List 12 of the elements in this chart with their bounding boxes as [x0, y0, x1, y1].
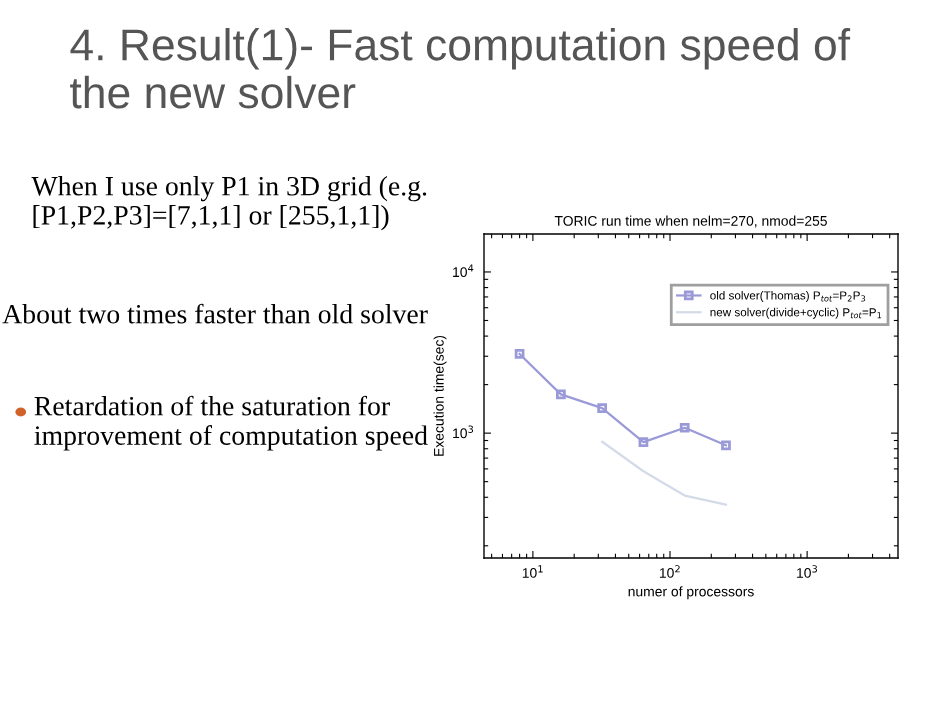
text: When I use only P1 in 3D grid (e.g. [P1,P2,P3]=[7,1,1] or [255,1,1]) [31, 176, 427, 231]
text: About two times faster than old solver [2, 303, 428, 324]
point [638, 437, 649, 447]
point [679, 422, 690, 433]
text: Retardation of the saturation for improvement of computation speed [34, 395, 428, 451]
point [556, 389, 566, 400]
point [514, 349, 525, 359]
line-series [601, 440, 728, 506]
point [721, 440, 731, 451]
line-series [514, 349, 731, 451]
chart-title: 4. Result(1)- Fast computation speed of the new solver [70, 28, 851, 109]
point [597, 403, 608, 413]
